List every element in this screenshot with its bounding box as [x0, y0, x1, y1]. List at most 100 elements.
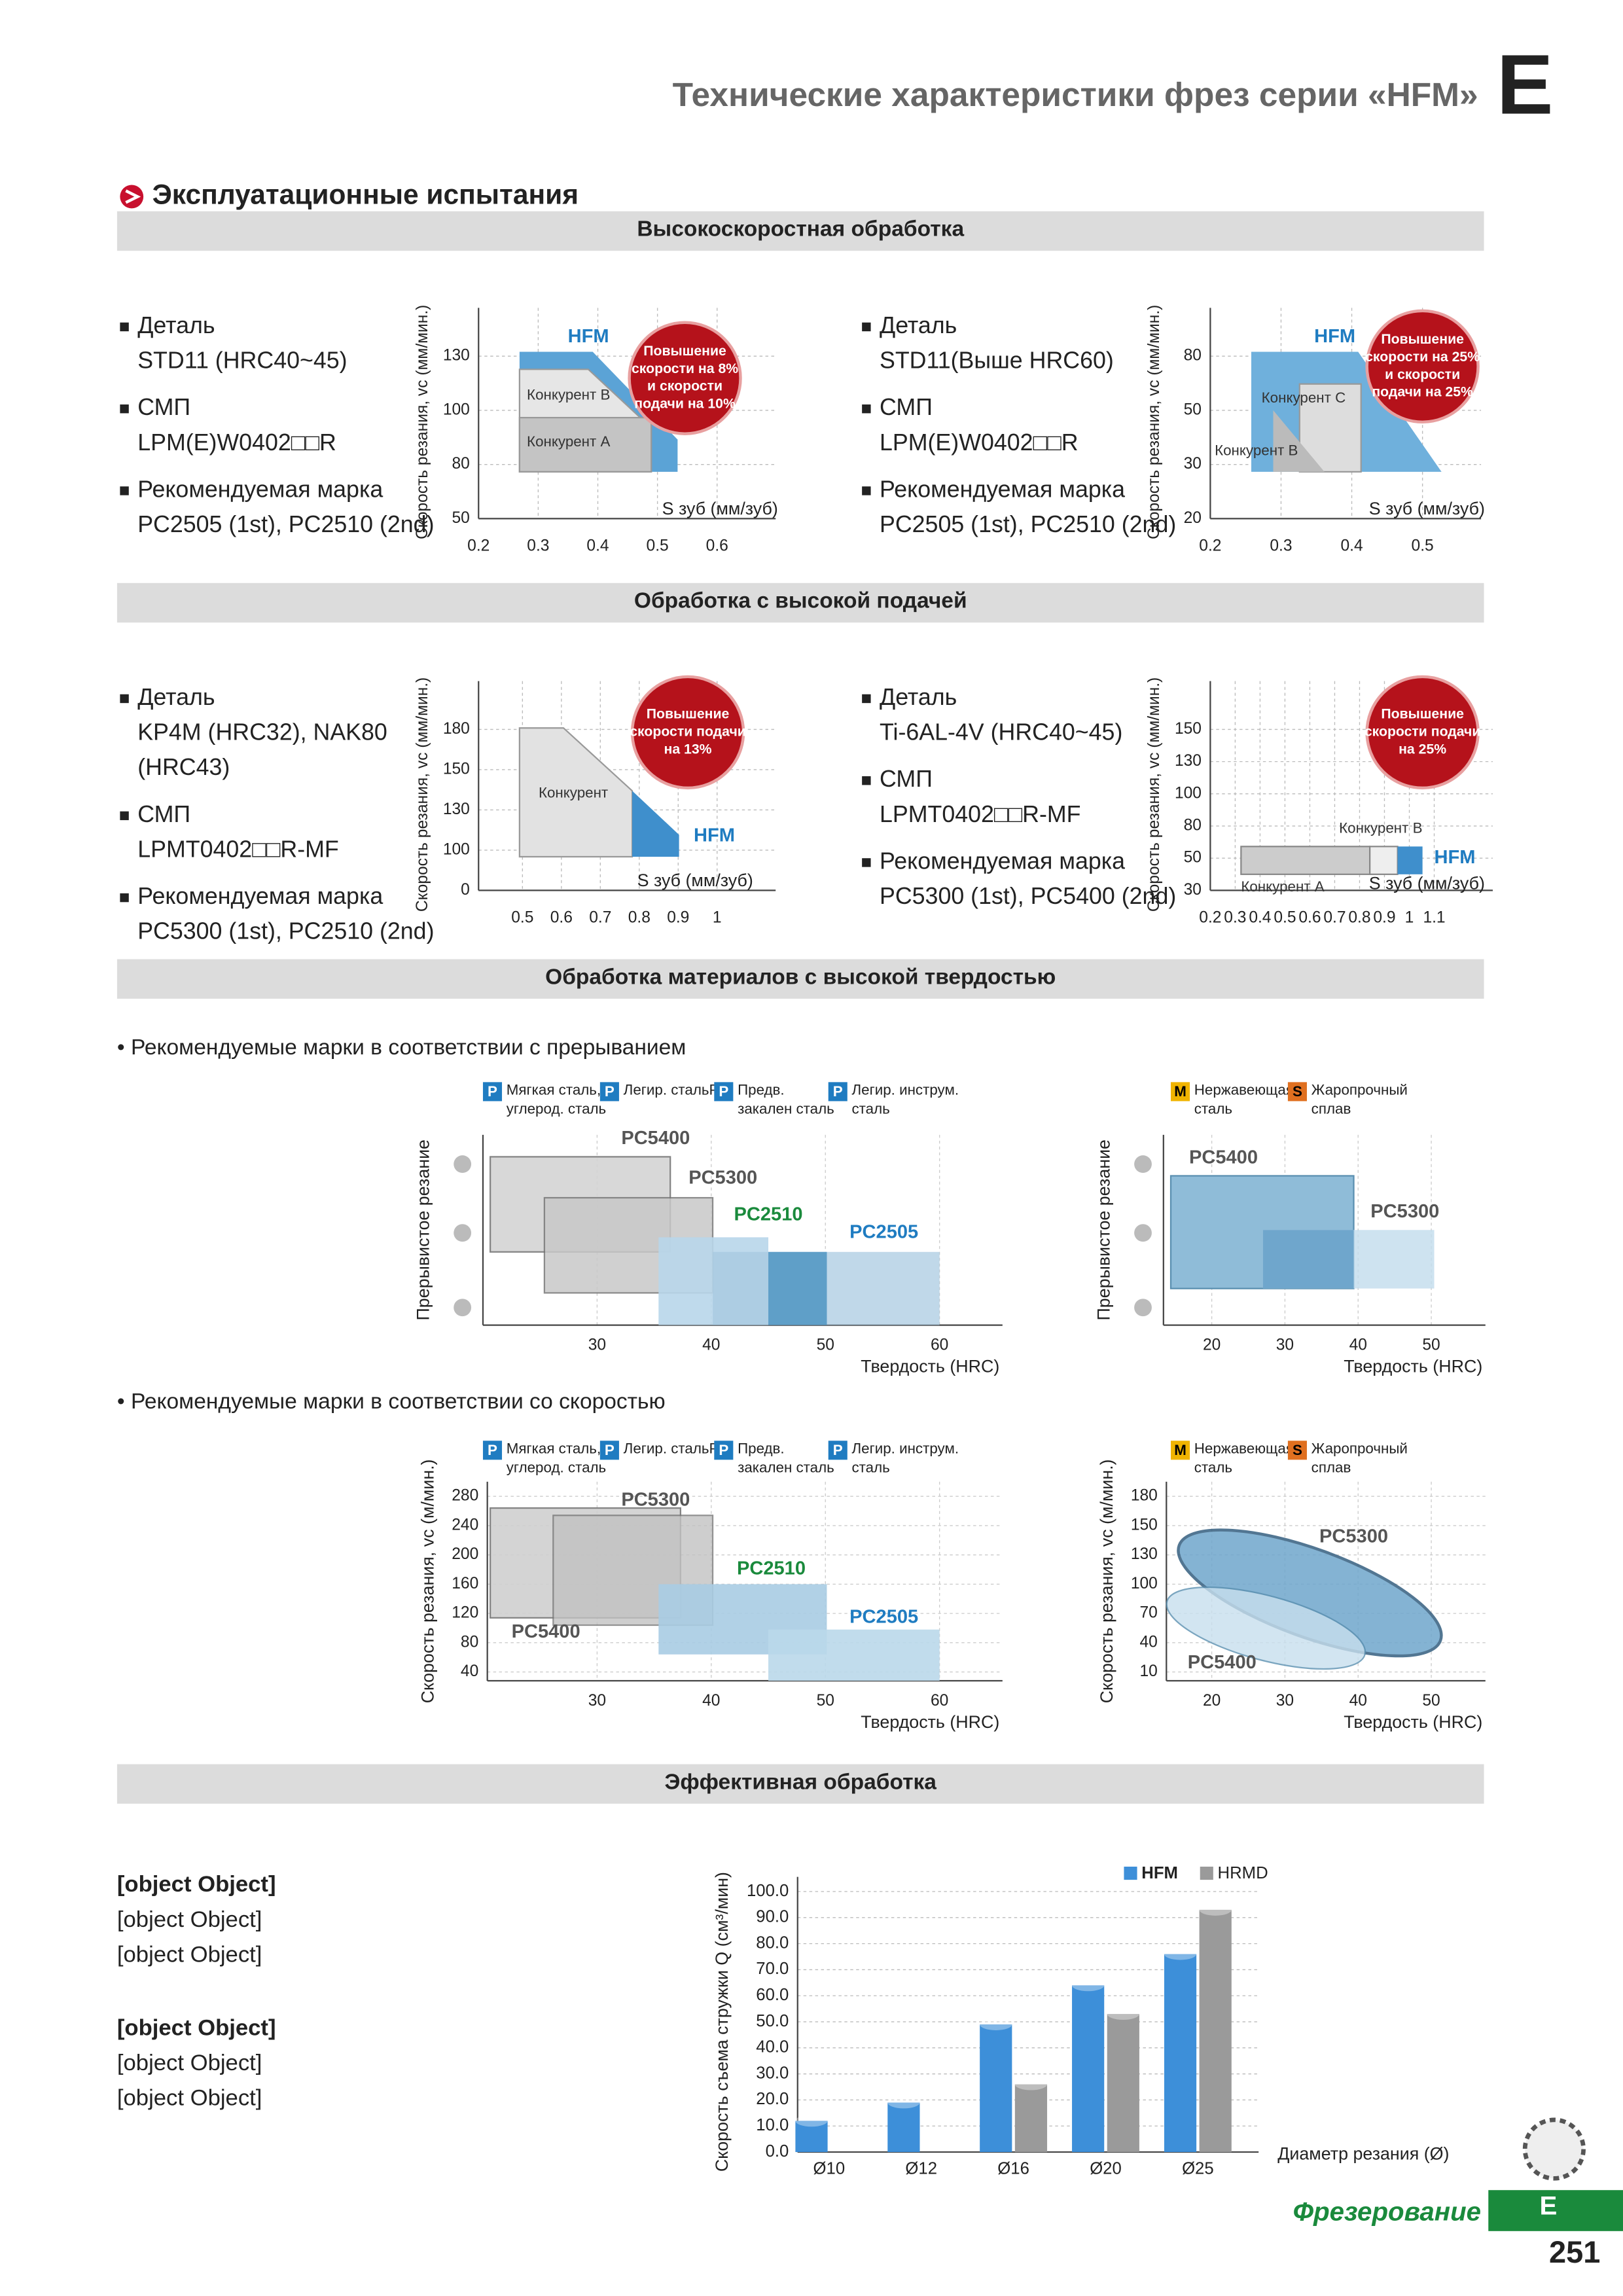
x-tick-label: 0.2	[1199, 537, 1221, 554]
y-tick-label: 40	[1140, 1633, 1158, 1651]
y-tick-label: 80.0	[756, 1933, 789, 1952]
bar-cap	[887, 2096, 920, 2109]
y-tick-label: 150	[1175, 720, 1202, 738]
x-tick-label: 0.6	[1298, 908, 1321, 926]
grade-label: PC2505	[849, 1607, 918, 1628]
legend-text: Жаропрочный	[1311, 1082, 1408, 1098]
badge-text: Повышение	[647, 706, 730, 722]
x-tick-label: 50	[817, 1336, 834, 1354]
bullet	[862, 404, 871, 414]
x-tick-label: 0.9	[1373, 908, 1395, 926]
section-icon-arrow	[125, 189, 141, 204]
legend-letter: P	[488, 1442, 497, 1458]
grade-label: PC5300	[1319, 1526, 1388, 1547]
badge-text: и скорости	[647, 378, 722, 394]
band-title: Обработка с высокой подачей	[634, 589, 967, 613]
x-tick-label: 1.1	[1423, 908, 1445, 926]
item-label: Рекомендуемая марка	[137, 476, 383, 502]
bar	[980, 2024, 1012, 2153]
x-tick-label: 60	[931, 1692, 948, 1710]
y-tick-label: 240	[452, 1516, 478, 1534]
y-tick-label: 100	[443, 840, 470, 858]
bullet	[120, 811, 129, 821]
y-tick-label: 30	[1184, 881, 1202, 899]
y-tick-label: 20.0	[756, 2090, 789, 2108]
item-value: LPMT0402□□R-MF	[137, 836, 339, 862]
y-tick-label: 180	[1131, 1487, 1158, 1505]
y-axis-label: Скорость резания, vc (м/мин.)	[1097, 1460, 1116, 1704]
x-tick-label: 0.3	[1224, 908, 1246, 926]
legend-text: закален сталь	[738, 1101, 834, 1117]
y-tick-label: 40.0	[756, 2038, 789, 2056]
legend-box	[599, 1441, 619, 1460]
x-tick-label: Ø12	[905, 2160, 937, 2178]
bullet	[120, 694, 129, 704]
y-axis-label: Скорость резания, vc (м/мин.)	[418, 1460, 437, 1704]
x-tick-label: 1	[1405, 908, 1414, 926]
y-tick-label: 150	[443, 760, 470, 778]
badge	[1365, 675, 1480, 790]
legend-text: Жаропрочный	[1311, 1441, 1408, 1457]
bar	[1072, 1985, 1105, 2153]
efficiency-item: [object Object]	[117, 2051, 262, 2075]
y-tick-label: 130	[443, 347, 470, 365]
region-label: Конкурент B	[527, 386, 610, 403]
grade-label: PC5300	[688, 1168, 757, 1189]
x-tick-label: 0.9	[667, 908, 689, 926]
item-value: STD11(Выше HRC60)	[880, 348, 1114, 374]
band-title: Эффективная обработка	[664, 1770, 936, 1794]
x-tick-label: 40	[702, 1336, 720, 1354]
badge-text: Повышение	[1381, 331, 1464, 347]
x-tick-label: 50	[1422, 1336, 1440, 1354]
y-tick-label: 100	[1131, 1575, 1158, 1592]
legend-text: Легир. инструм.	[851, 1441, 959, 1457]
legend-text: Легир. инструм.	[851, 1082, 959, 1098]
item-label: СМП	[880, 394, 933, 420]
legend-text: закален сталь	[738, 1460, 834, 1476]
item-label: Деталь	[137, 684, 215, 710]
grade-region	[1166, 1586, 1366, 1670]
region	[518, 416, 652, 473]
x-tick-label: 0.6	[706, 537, 728, 554]
y-tick-label: 10	[1140, 1662, 1158, 1680]
region-label: Конкурент A	[527, 433, 610, 450]
x-tick-label: Ø25	[1182, 2160, 1214, 2178]
item-label: Рекомендуемая марка	[137, 883, 383, 909]
y-axis-label: Скорость резания, vc (мм/мин.)	[1145, 305, 1163, 539]
y-tick-label: 280	[452, 1487, 478, 1505]
y-tick-label: 180	[443, 720, 470, 738]
x-tick-label: 0.3	[1270, 537, 1292, 554]
x-tick-label: 0.2	[467, 537, 490, 554]
x-tick-label: 30	[588, 1336, 606, 1354]
x-tick-label: 0.4	[1340, 537, 1363, 554]
legend-letter: P	[488, 1083, 497, 1100]
legend-letter: P	[719, 1442, 728, 1458]
x-tick-label: 0.4	[1249, 908, 1271, 926]
region-label: HFM	[1314, 326, 1355, 347]
x-tick-label: 30	[1276, 1692, 1294, 1710]
item-value: LPM(E)W0402□□R	[880, 429, 1079, 456]
region-label: HFM	[694, 825, 735, 846]
level-icon	[1134, 1224, 1152, 1242]
badge	[630, 675, 745, 790]
page-number: 251	[1549, 2234, 1600, 2269]
x-tick-label: 0.5	[1412, 537, 1434, 554]
legend-letter: P	[719, 1083, 728, 1100]
level-icon	[454, 1299, 472, 1317]
legend-box	[1170, 1441, 1190, 1460]
x-axis-label: S зуб (мм/зуб)	[1369, 499, 1485, 518]
y-tick-label: 130	[1131, 1545, 1158, 1563]
footer-letter: E	[1540, 2191, 1558, 2221]
region-label: Конкурент	[539, 785, 608, 801]
legend-text: сталь	[851, 1460, 889, 1476]
x-tick-label: 20	[1203, 1336, 1221, 1354]
region-label: Конкурент B	[1215, 442, 1298, 458]
item-label: Деталь	[880, 684, 957, 710]
badge-text: Повышение	[1381, 706, 1464, 722]
y-axis-label: Скорость резания, vc (мм/мин.)	[1145, 677, 1163, 912]
y-tick-label: 0	[461, 881, 470, 899]
x-tick-label: 0.3	[527, 537, 549, 554]
legend-text: углерод. сталь	[507, 1460, 606, 1476]
legend-swatch	[1200, 1866, 1213, 1880]
legend-text: Предв.	[738, 1441, 785, 1457]
